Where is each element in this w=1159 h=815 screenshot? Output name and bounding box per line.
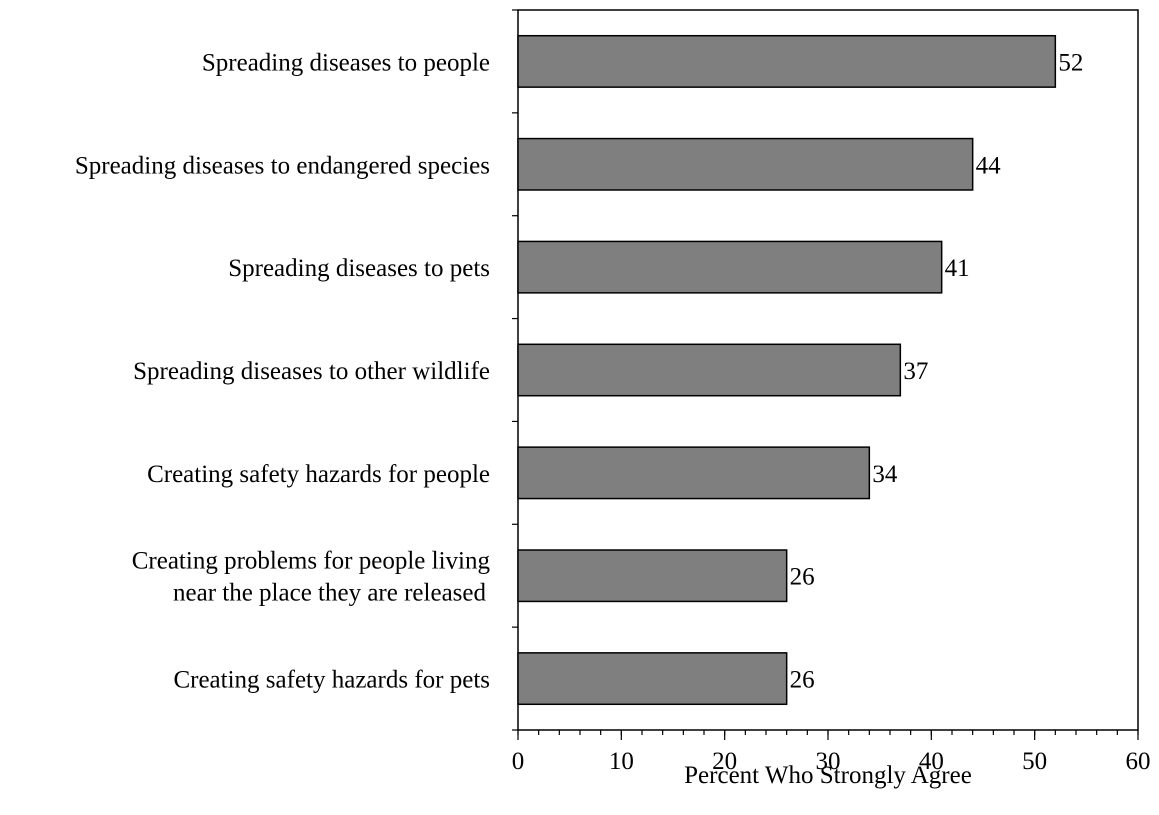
- x-tick-label: 20: [712, 748, 737, 775]
- category-label-2: Spreading diseases to endangered species: [75, 152, 490, 179]
- data-label-7: 26: [790, 667, 815, 694]
- x-axis-title: Percent Who Strongly Agree: [684, 762, 972, 789]
- bar-5: [517, 446, 871, 500]
- category-label-6: Creating problems for people living near …: [132, 548, 491, 607]
- bars-group: [517, 34, 1057, 706]
- x-tick-label: 50: [1022, 748, 1047, 775]
- x-tick-label: 10: [609, 748, 634, 775]
- x-tick-label: 40: [919, 748, 944, 775]
- data-label-2: 44: [976, 152, 1002, 179]
- x-tick-label: 0: [512, 748, 525, 775]
- data-label-3: 41: [945, 255, 970, 282]
- x-tick-label: 30: [816, 748, 841, 775]
- data-label-6: 26: [790, 564, 815, 591]
- category-label-line: Spreading diseases to pets: [228, 255, 490, 282]
- category-label-5: Creating safety hazards for people: [147, 461, 490, 488]
- category-label-line: Creating problems for people living: [132, 548, 491, 575]
- x-axis: 0 10 20 30 40 50 60: [512, 730, 1151, 775]
- category-label-7: Creating safety hazards for pets: [173, 667, 490, 694]
- data-label-5: 34: [872, 461, 898, 488]
- category-label-1: Spreading diseases to people: [202, 49, 490, 76]
- category-label-3: Spreading diseases to pets: [228, 255, 490, 282]
- category-label-line: Spreading diseases to endangered species: [75, 152, 490, 179]
- category-label-line: Creating safety hazards for people: [147, 461, 490, 488]
- bar-6: [517, 549, 788, 603]
- category-label-line: near the place they are released: [173, 580, 486, 607]
- data-label-1: 52: [1058, 49, 1083, 76]
- x-tick-label: 60: [1126, 748, 1151, 775]
- bar-7: [517, 652, 788, 706]
- bar-4: [517, 343, 902, 397]
- data-label-4: 37: [903, 358, 928, 385]
- bar-2: [517, 137, 974, 191]
- y-axis-ticks: [512, 9, 518, 731]
- data-labels-group: 52 44 41 37 34 26 26: [790, 49, 1084, 693]
- bar-1: [517, 34, 1057, 88]
- category-label-line: Spreading diseases to other wildlife: [133, 358, 490, 385]
- bar-3: [517, 240, 943, 294]
- category-labels-group: Spreading diseases to people Spreading di…: [75, 49, 491, 693]
- category-label-line: Creating safety hazards for pets: [173, 667, 490, 694]
- category-label-line: Spreading diseases to people: [202, 49, 490, 76]
- category-label-4: Spreading diseases to other wildlife: [133, 358, 490, 385]
